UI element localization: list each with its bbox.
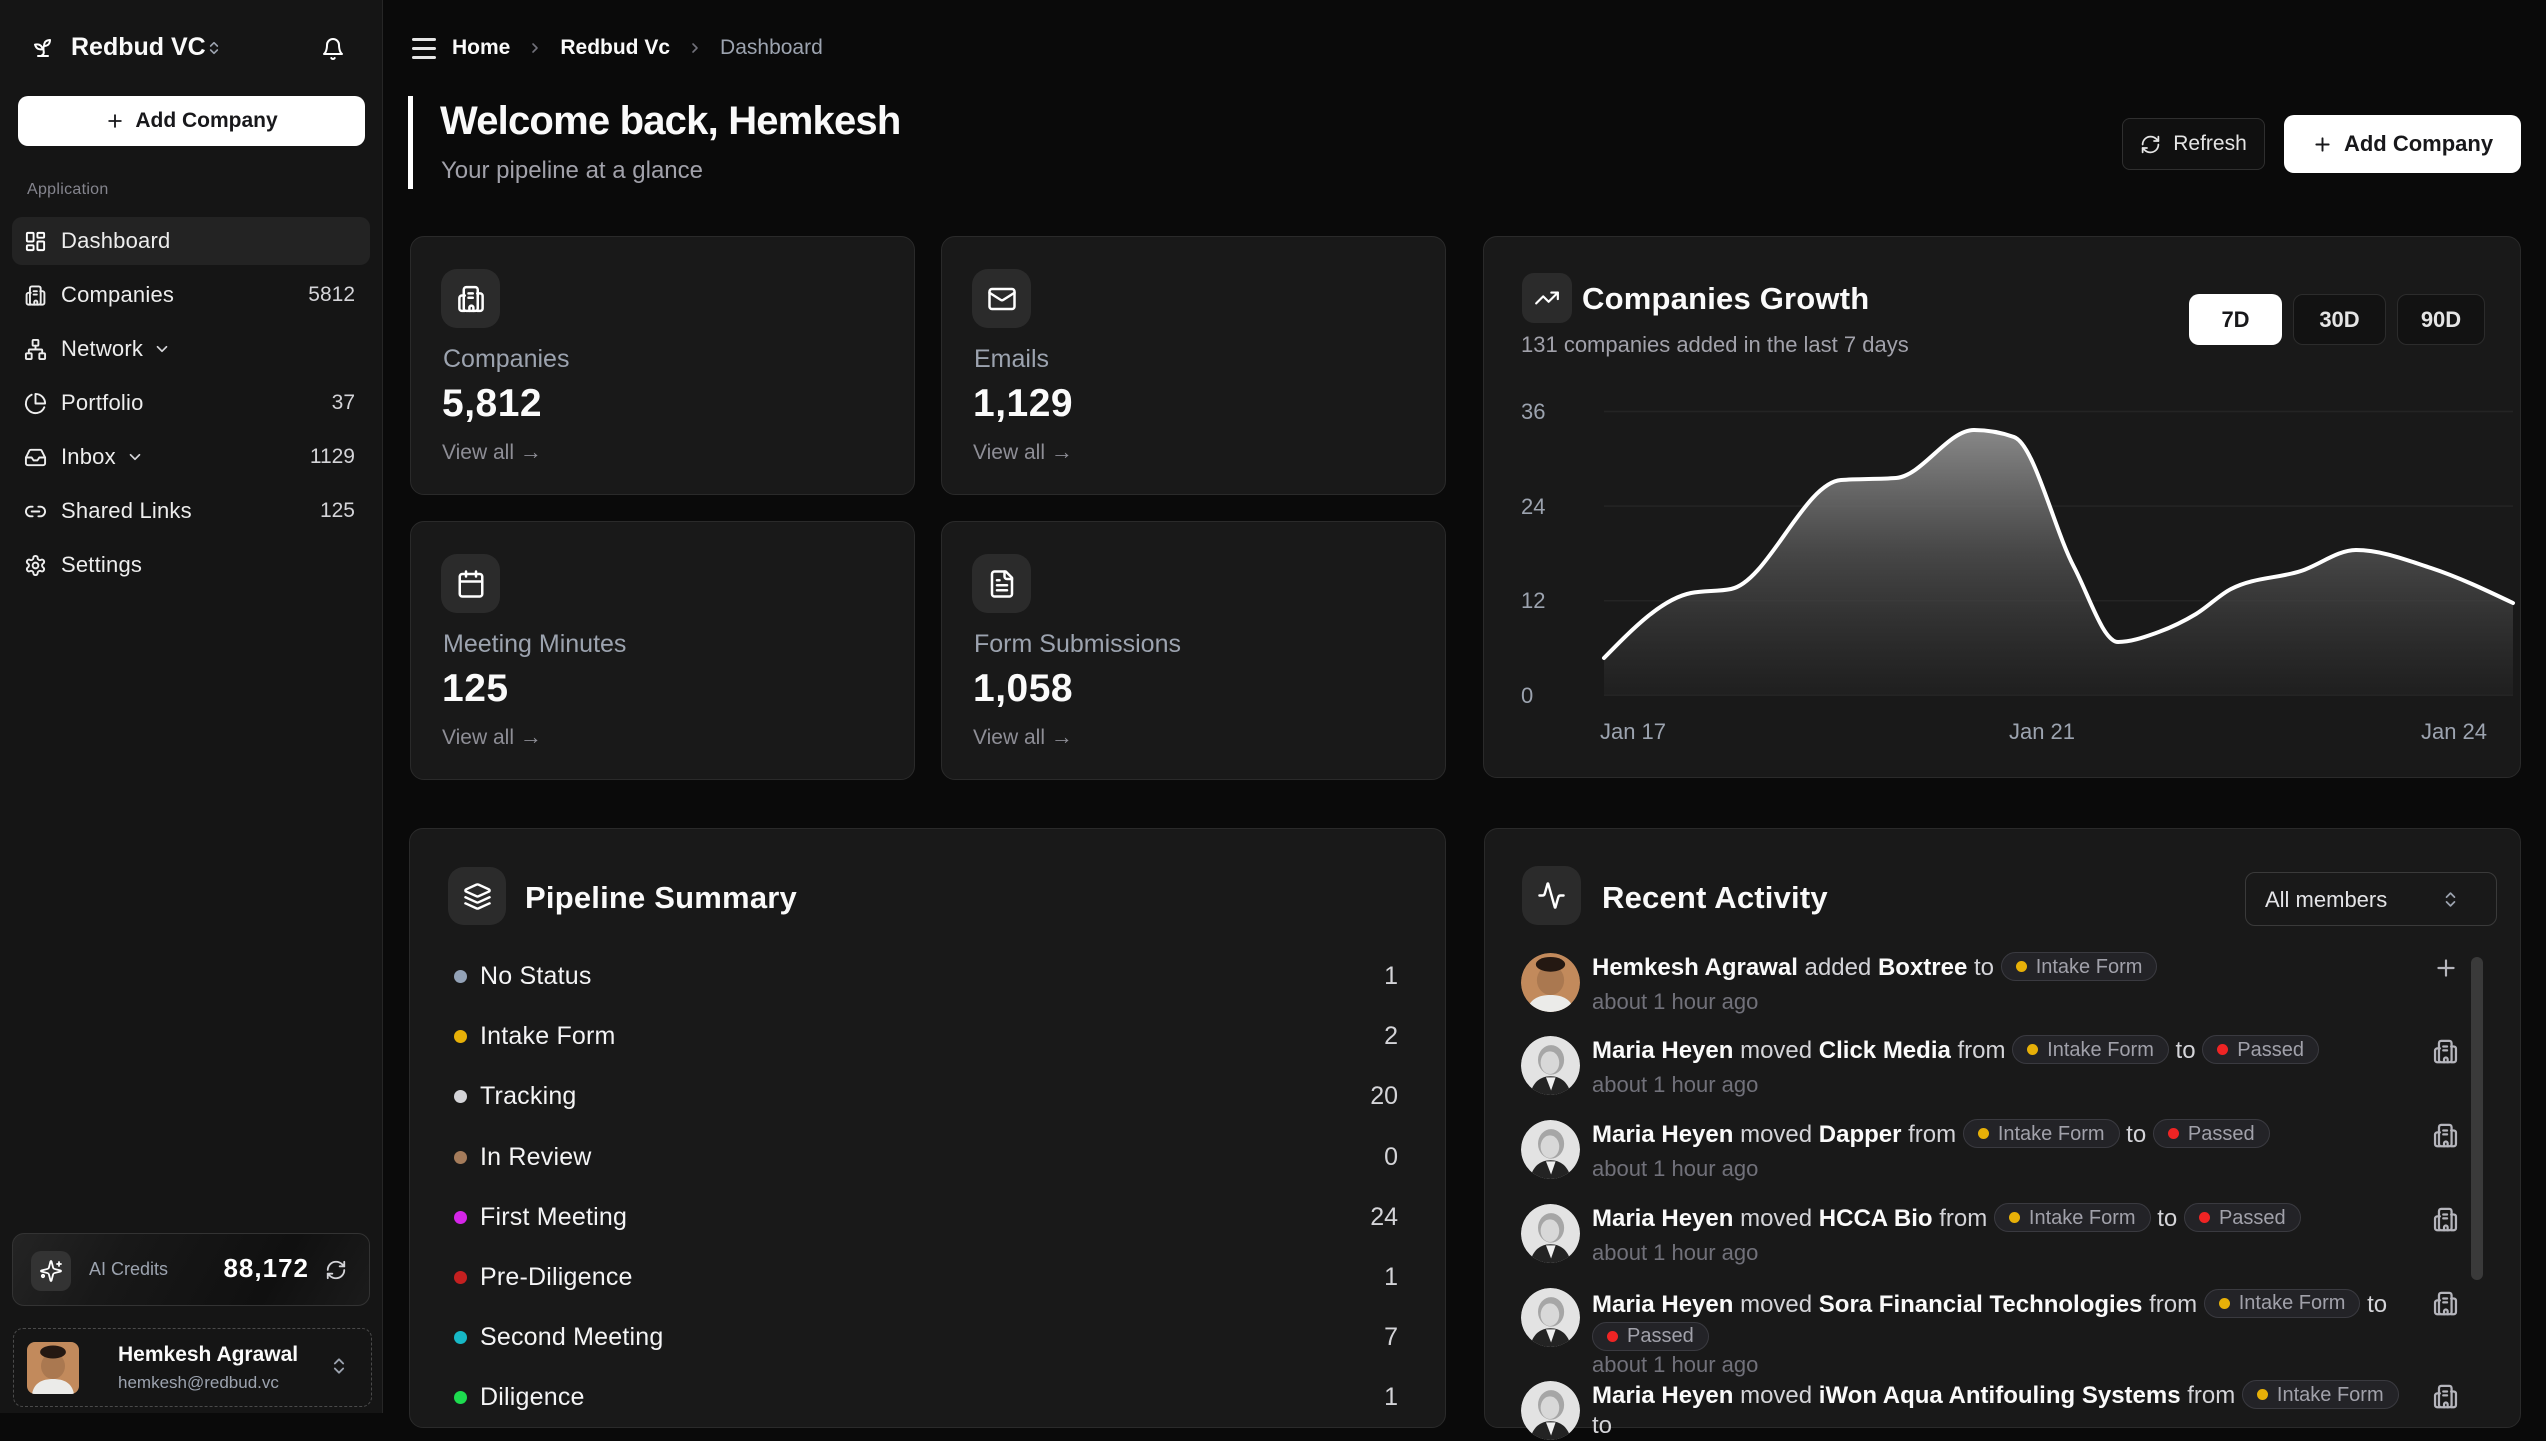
svg-text:Jan 21: Jan 21 (2009, 719, 2075, 744)
svg-text:0: 0 (1521, 683, 1533, 708)
svg-text:Jan 17: Jan 17 (1600, 719, 1666, 744)
svg-text:12: 12 (1521, 588, 1545, 613)
svg-text:36: 36 (1521, 399, 1545, 424)
svg-text:Jan 24: Jan 24 (2421, 719, 2487, 744)
svg-text:24: 24 (1521, 494, 1545, 519)
